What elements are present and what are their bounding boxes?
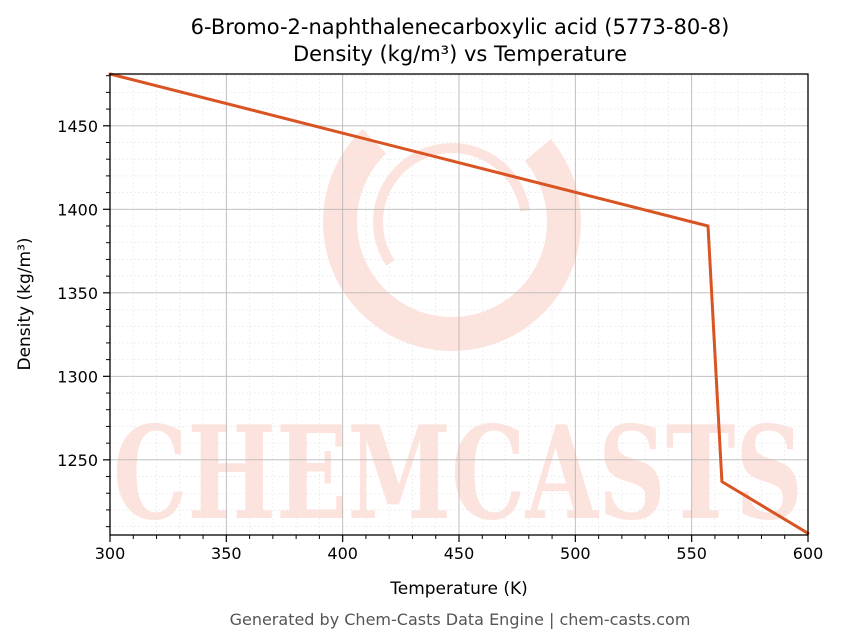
x-tick-label: 550 — [676, 544, 707, 563]
density-line — [108, 72, 810, 535]
data-series — [108, 72, 810, 535]
x-tick-label: 500 — [560, 544, 591, 563]
watermark-logo-icon — [323, 92, 581, 351]
x-tick-labels: 300 350 400 450 500 550 600 — [95, 544, 824, 563]
x-tick-label: 450 — [444, 544, 475, 563]
watermark: CHEMCASTS — [113, 92, 803, 549]
watermark-text: CHEMCASTS — [113, 399, 803, 549]
plot-frame — [109, 73, 809, 536]
y-tick-label: 1400 — [57, 200, 98, 219]
chart-title: 6-Bromo-2-naphthalenecarboxylic acid (57… — [191, 15, 730, 39]
axis-ticks — [103, 75, 809, 542]
x-tick-label: 350 — [211, 544, 242, 563]
chart-subtitle: Density (kg/m³) vs Temperature — [293, 42, 627, 66]
footer-credit: Generated by Chem-Casts Data Engine | ch… — [230, 610, 691, 629]
y-tick-label: 1300 — [57, 367, 98, 386]
x-tick-label: 400 — [327, 544, 358, 563]
x-tick-label: 600 — [793, 544, 824, 563]
x-tick-label: 300 — [95, 544, 126, 563]
y-axis-label: Density (kg/m³) — [15, 237, 35, 370]
y-tick-label: 1350 — [57, 284, 98, 303]
x-axis-label: Temperature (K) — [389, 579, 528, 599]
y-tick-label: 1250 — [57, 451, 98, 470]
y-tick-label: 1450 — [57, 117, 98, 136]
y-tick-labels: 1250 1300 1350 1400 1450 — [57, 117, 98, 470]
